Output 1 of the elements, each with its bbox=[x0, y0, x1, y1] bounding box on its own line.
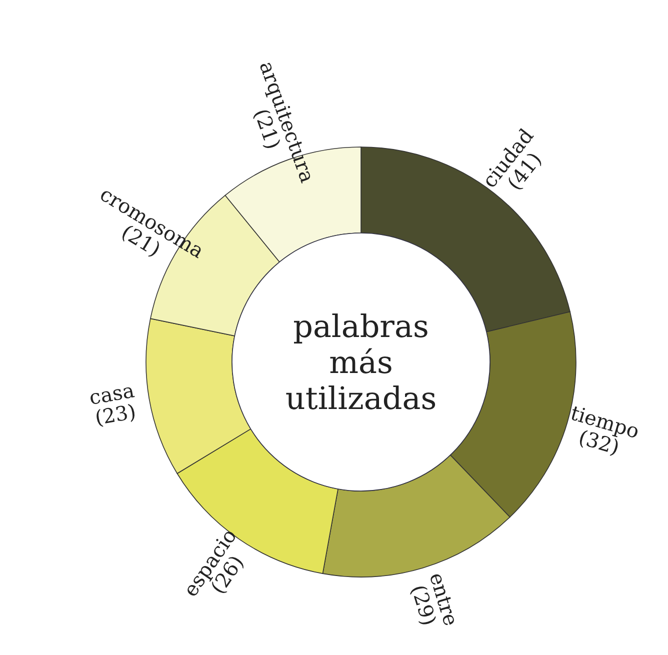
text: palabras más utilizadas bbox=[285, 309, 437, 417]
